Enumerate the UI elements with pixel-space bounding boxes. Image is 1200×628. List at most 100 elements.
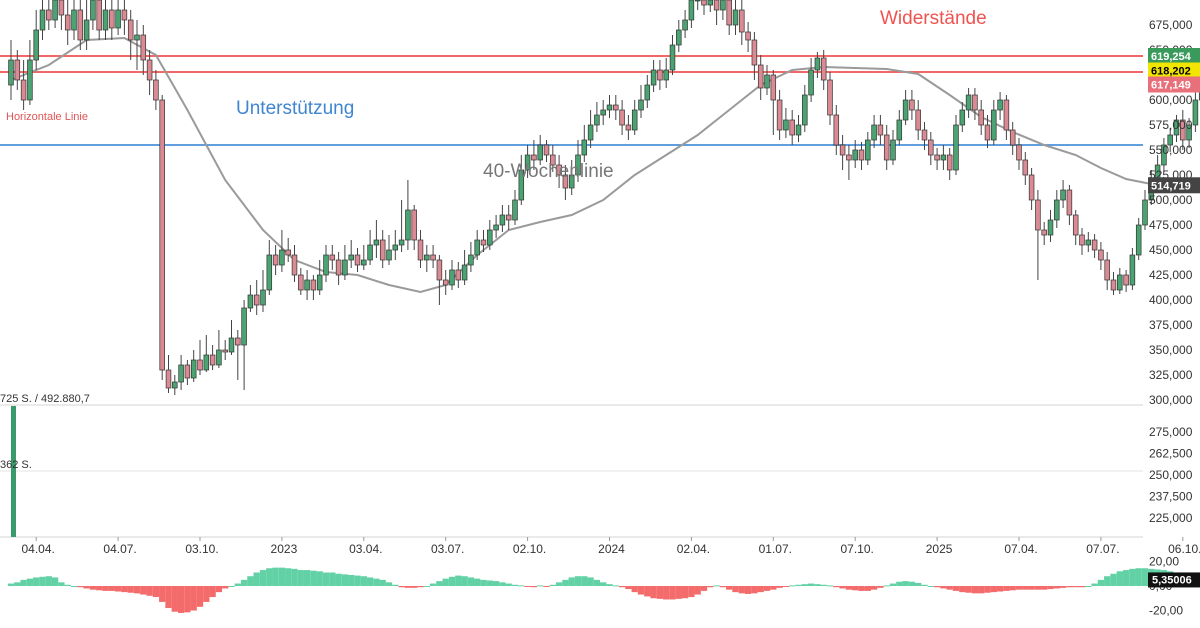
oscillator-badge-bg (1148, 572, 1200, 588)
oscillator-bar (266, 568, 273, 586)
oscillator-bar (568, 577, 575, 586)
x-tick-label: 06.10. (1168, 542, 1200, 556)
candle-body (581, 139, 588, 156)
oscillator-bar (1034, 586, 1042, 590)
oscillator-bar (757, 586, 764, 593)
candle (203, 335, 210, 372)
candle-body (266, 254, 273, 291)
candle-body (613, 104, 619, 111)
candle (417, 230, 424, 268)
candle-body (934, 154, 940, 161)
candle (197, 340, 203, 375)
oscillator-bar (530, 586, 538, 588)
candle-body (1098, 249, 1104, 261)
oscillator-bar (442, 578, 449, 586)
candle-body (537, 144, 543, 161)
candle-body (216, 349, 222, 366)
candle (487, 220, 493, 250)
oscillator-bar (1003, 586, 1010, 591)
oscillator-bar (492, 581, 500, 586)
candle (455, 262, 462, 288)
candle (965, 88, 972, 118)
oscillator-tick-label: 20,00 (1149, 555, 1179, 569)
candle (20, 60, 27, 110)
candle (1072, 210, 1079, 245)
price-badge-label: 619,254 (1151, 51, 1192, 63)
candle-body (820, 57, 827, 81)
oscillator-bar (738, 586, 745, 594)
candle-body (323, 254, 329, 276)
candle (216, 330, 222, 368)
candle (613, 95, 619, 120)
volume-mid-label: 362 S. (0, 459, 32, 471)
candle (644, 75, 651, 108)
candle (461, 250, 468, 285)
candle (890, 130, 896, 165)
candle-body (512, 199, 518, 221)
oscillator-bar (51, 577, 59, 586)
candle (442, 270, 449, 295)
oscillator-bar (814, 584, 821, 586)
candle (64, 0, 71, 45)
candle-body (915, 109, 921, 131)
candle (657, 60, 663, 90)
x-tick-label: 01.07. (759, 542, 792, 556)
oscillator-bar (259, 570, 267, 586)
candle (247, 285, 254, 312)
candle (127, 10, 134, 60)
candle (354, 248, 361, 272)
oscillator-bar (933, 586, 941, 588)
candle-body (71, 9, 77, 31)
candle (1117, 268, 1123, 294)
candle-body (764, 74, 770, 89)
oscillator-bar (770, 586, 777, 590)
candle (1066, 185, 1073, 225)
candle-body (1028, 174, 1035, 201)
candle-body (178, 364, 184, 383)
oscillator-bar (480, 579, 487, 586)
candle (902, 90, 909, 125)
oscillator-bar (1122, 570, 1130, 586)
candle-body (776, 99, 783, 131)
oscillator-bar (1116, 571, 1123, 586)
candle (694, 0, 701, 10)
candle-body (39, 9, 46, 31)
candle (392, 230, 399, 260)
candle (770, 70, 777, 135)
candle-body (720, 0, 726, 11)
candle-body (1016, 144, 1022, 161)
candle-body (1104, 259, 1110, 281)
candle (153, 70, 159, 110)
candle-body (121, 9, 128, 21)
oscillator-bar (952, 586, 960, 591)
candle-body (518, 169, 525, 201)
candle-body (228, 337, 235, 353)
candle-body (190, 359, 197, 379)
moving-average-layer (10, 36, 1200, 294)
oscillator-bar (839, 586, 846, 589)
candle-body (883, 134, 890, 161)
candle-body (1066, 189, 1073, 216)
candle (39, 0, 46, 40)
oscillator-bar (240, 579, 248, 586)
candle (266, 240, 273, 295)
oscillator-bar (379, 579, 386, 586)
candle (361, 245, 367, 270)
candle (972, 88, 978, 120)
oscillator-bar (518, 585, 525, 587)
oscillator-bar (1041, 586, 1048, 590)
price-tick-label: 550,000 (1149, 143, 1193, 157)
candle-body (83, 19, 90, 41)
candle-body (20, 79, 27, 101)
candle-body (499, 214, 506, 226)
oscillator-bar (707, 586, 714, 588)
candle-body (310, 279, 317, 291)
price-tick-label: 450,000 (1149, 243, 1193, 257)
candle (102, 0, 109, 40)
candle (751, 32, 758, 80)
grid-layer (0, 404, 1143, 538)
candle-body (487, 229, 493, 246)
oscillator-bar (807, 583, 815, 586)
candle-body (398, 239, 405, 246)
